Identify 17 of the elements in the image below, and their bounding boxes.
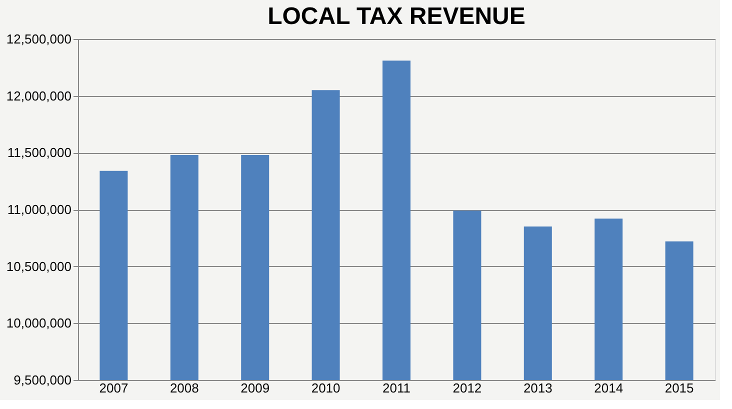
y-tick-label: 12,500,000 xyxy=(6,32,72,46)
chart-title: LOCAL TAX REVENUE xyxy=(268,3,526,30)
x-tick-label: 2015 xyxy=(664,380,694,396)
x-tick-label: 2009 xyxy=(240,380,270,396)
x-tick-label: 2010 xyxy=(311,380,340,396)
y-tick-label: 10,500,000 xyxy=(6,258,72,274)
y-tick-label: 9,500,000 xyxy=(14,372,72,388)
y-tick-label: 11,500,000 xyxy=(7,145,72,160)
y-tick-label: 10,000,000 xyxy=(6,316,72,331)
y-tick-label: 12,000,000 xyxy=(6,88,72,104)
x-tick-label: 2011 xyxy=(382,380,410,396)
x-tick-label: 2007 xyxy=(99,380,128,396)
x-tick-label: 2013 xyxy=(523,380,552,396)
y-tick-label: 11,000,000 xyxy=(7,202,72,217)
x-tick-label: 2014 xyxy=(594,380,624,396)
x-tick-label: 2012 xyxy=(452,380,482,396)
x-tick-label: 2008 xyxy=(170,380,199,396)
